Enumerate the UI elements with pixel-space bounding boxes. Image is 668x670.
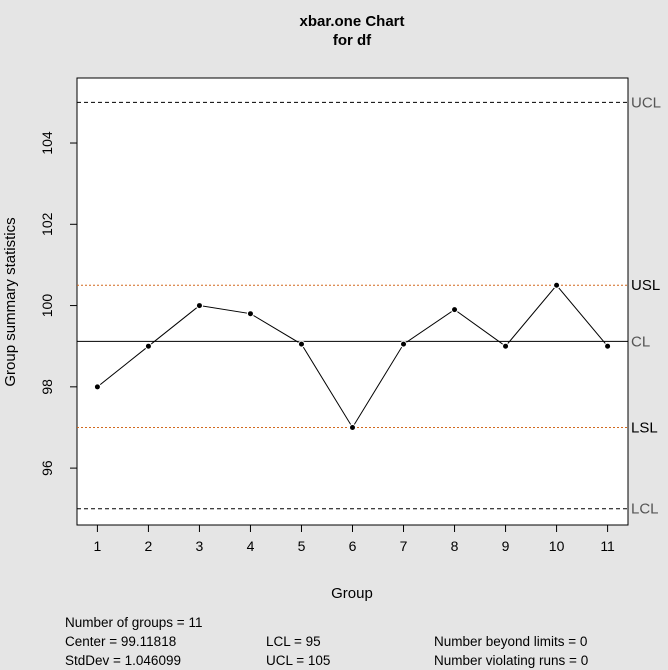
limit-label-lcl: LCL (631, 501, 659, 518)
x-tick-label: 7 (400, 538, 408, 554)
summary-stats: Number of groups = 11 Center = 99.11818 … (65, 615, 588, 668)
y-axis-label: Group summary statistics (2, 217, 19, 386)
stat-center: Center = 99.11818 (65, 634, 176, 649)
data-point (145, 343, 151, 349)
y-tick-label: 102 (39, 212, 55, 236)
x-tick-label: 10 (549, 538, 565, 554)
data-point (196, 303, 202, 309)
plot-area (76, 77, 629, 526)
chart-title-line2: for df (333, 32, 372, 49)
x-tick-label: 4 (247, 538, 255, 554)
y-tick-label: 104 (39, 131, 55, 155)
x-tick-label: 2 (145, 538, 153, 554)
x-tick-label: 3 (196, 538, 204, 554)
data-point (503, 343, 509, 349)
stat-lcl: LCL = 95 (266, 634, 321, 649)
stat-number-of-groups: Number of groups = 11 (65, 615, 202, 630)
data-point (94, 384, 100, 390)
x-tick-label: 6 (349, 538, 357, 554)
data-point (298, 341, 304, 347)
chart-title-line1: xbar.one Chart (299, 13, 404, 30)
data-point (605, 343, 611, 349)
data-point (554, 282, 560, 288)
x-tick-label: 11 (600, 538, 615, 554)
data-point (247, 311, 253, 317)
limit-label-cl: CL (631, 333, 650, 350)
limit-label-lsl: LSL (631, 419, 658, 436)
y-tick-label: 98 (39, 379, 55, 395)
data-point (401, 341, 407, 347)
x-tick-label: 8 (451, 538, 459, 554)
y-tick-label: 96 (39, 460, 55, 476)
stat-stddev: StdDev = 1.046099 (65, 653, 181, 668)
x-tick-label: 1 (94, 538, 102, 554)
x-tick-label: 5 (298, 538, 306, 554)
data-point (452, 307, 458, 313)
stat-ucl: UCL = 105 (266, 653, 330, 668)
stat-violating-runs: Number violating runs = 0 (434, 653, 588, 668)
y-tick-label: 100 (39, 294, 55, 318)
data-point (350, 424, 355, 430)
limit-label-usl: USL (631, 277, 660, 294)
limit-label-ucl: UCL (631, 94, 661, 111)
stat-beyond-limits: Number beyond limits = 0 (434, 634, 587, 649)
x-tick-label: 9 (502, 538, 510, 554)
x-axis-label: Group (331, 585, 373, 602)
